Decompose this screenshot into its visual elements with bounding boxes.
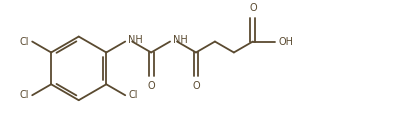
Text: Cl: Cl [128,90,138,100]
Text: Cl: Cl [20,90,29,100]
Text: OH: OH [279,37,294,47]
Text: O: O [192,81,200,91]
Text: NH: NH [128,35,143,45]
Text: NH: NH [173,35,188,45]
Text: O: O [147,81,155,91]
Text: O: O [249,3,257,13]
Text: Cl: Cl [20,37,29,47]
